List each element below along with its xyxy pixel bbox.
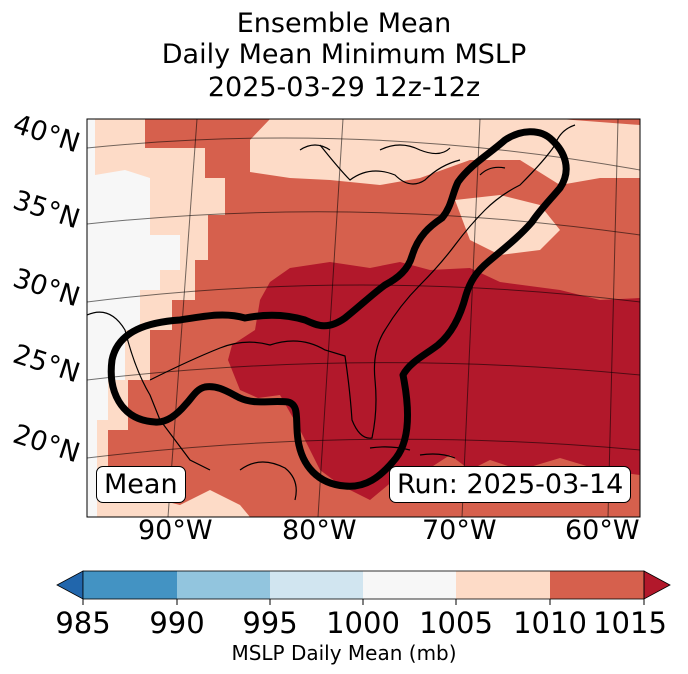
title-line-1: Ensemble Mean: [236, 8, 452, 39]
field-1005-1010-northeast: [455, 195, 560, 255]
colorbar-985-990: [83, 571, 177, 599]
lon-label-60w: 60°W: [565, 515, 640, 546]
colorbar-tick-985: 985: [55, 606, 111, 640]
colorbar-tick-1010: 1010: [513, 606, 587, 640]
map-area: [87, 119, 640, 517]
colorbar-high-extend: [643, 570, 671, 600]
colorbar-tick-995: 995: [242, 606, 298, 640]
run-date-box: Run: 2025-03-14: [389, 466, 632, 503]
lon-label-70w: 70°W: [422, 515, 497, 546]
colorbar-title: MSLP Daily Mean (mb): [231, 641, 457, 665]
contour-outline: [107, 128, 570, 490]
map-frame: [86, 118, 641, 518]
colorbar: [56, 570, 671, 605]
colorbar-tick-1005: 1005: [419, 606, 493, 640]
lon-label-90w: 90°W: [138, 515, 213, 546]
title-line-3: 2025-03-29 12z-12z: [207, 72, 481, 103]
colorbar-1010-1015: [550, 571, 644, 599]
colorbar-1005-1010: [456, 571, 550, 599]
colorbar-tick-990: 990: [149, 606, 205, 640]
colorbar-tick-1000: 1000: [326, 606, 400, 640]
colorbar-tick-1015: 1015: [593, 606, 667, 640]
field-1000-1005: [87, 119, 180, 517]
colorbar-995-1000: [270, 571, 363, 599]
colorbar-low-extend: [56, 570, 84, 600]
lon-label-80w: 80°W: [282, 515, 357, 546]
coastline: [87, 124, 576, 501]
mean-label-box: Mean: [96, 466, 186, 503]
title-line-2: Daily Mean Minimum MSLP: [161, 39, 527, 70]
colorbar-990-995: [177, 571, 270, 599]
colorbar-1000-1005: [363, 571, 456, 599]
